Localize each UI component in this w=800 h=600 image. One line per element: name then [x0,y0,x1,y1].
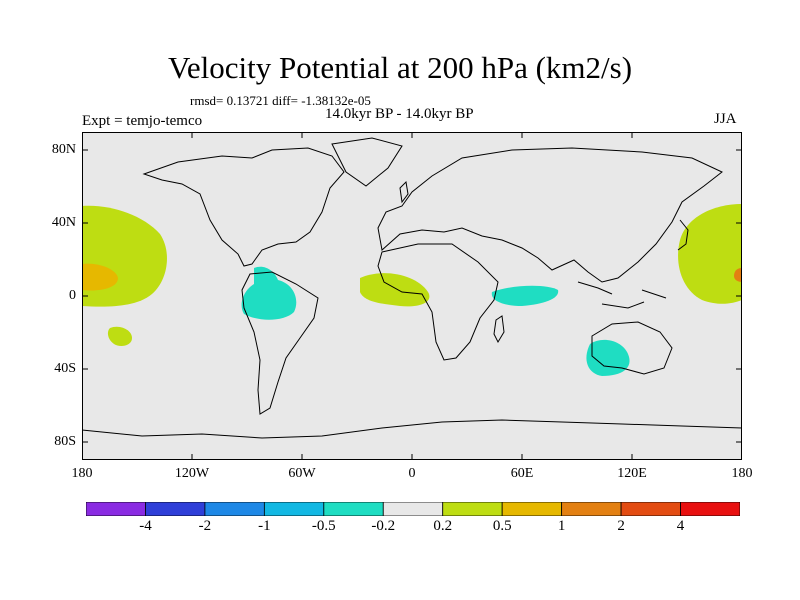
colorbar-label-1: -2 [198,518,212,534]
coastline-japan [677,219,689,251]
lat-label-eq: 0 [69,288,76,303]
coastline-uk [399,180,409,204]
plot-title: Velocity Potential at 200 hPa (km2/s) [167,50,633,85]
patch-pacific-small-positive [107,326,132,346]
colorbar-swatch-9 [620,502,681,516]
patch-south-america-negative [241,266,297,320]
anomaly-patches [82,204,742,376]
lon-label-120e: 120E [617,466,647,481]
period-subtitle: 14.0kyr BP - 14.0kyr BP [325,106,474,122]
coastline-antarctica [82,419,742,439]
lat-label-80n: 80N [51,142,76,157]
colorbar-label-2: -1 [258,518,271,534]
lon-label-180e: 180 [731,466,753,481]
lat-label-40s: 40S [54,361,76,376]
coastline-south-america [241,271,319,415]
colorbar-swatch-6 [442,502,503,516]
coastline-indonesia [577,281,667,309]
colorbar-swatch-0 [86,502,146,516]
coastline-greenland [331,137,403,187]
patch-indian-ocean-negative [491,285,559,306]
patch-pacific-west-strong [82,263,118,291]
patch-pacific-east-positive [678,204,742,304]
colorbar-label-3: -0.5 [311,518,336,534]
colorbar-swatch-8 [561,502,622,516]
experiment-label: Expt = temjo-temco [82,113,203,129]
colorbar-label-6: 0.5 [492,518,512,534]
colorbar-swatch-5 [382,502,444,516]
lat-label-80s: 80S [54,434,76,449]
coastline-eurasia [377,147,723,283]
colorbar-swatch-10 [680,502,740,516]
coastline-north-america [142,147,345,267]
colorbar-label-0: -4 [139,518,152,534]
colorbar-swatch-1 [145,502,206,516]
colorbar-label-7: 1 [557,518,566,534]
colorbar-label-9: 4 [676,518,685,534]
map-panel [82,132,742,460]
lat-ticks [82,149,742,443]
coastlines [82,137,742,439]
colorbar-swatch-2 [204,502,265,516]
colorbar-label-5: 0.2 [433,518,453,534]
colorbar-swatch-7 [501,502,563,516]
lon-label-180w: 180 [71,466,93,481]
colorbar-swatch-4 [323,502,384,516]
colorbar-label-4: -0.2 [371,518,396,534]
colorbar-label-8: 2 [617,518,625,534]
patch-atlantic-positive [360,273,430,307]
coastline-madagascar [493,315,505,344]
lon-label-60e: 60E [510,466,534,481]
lon-label-60w: 60W [288,466,316,481]
lon-label-120w: 120W [174,466,210,481]
lon-label-0: 0 [408,466,416,481]
lon-ticks [191,132,633,460]
patch-pacific-east-strong [734,268,742,282]
colorbar-swatch-3 [263,502,325,516]
lat-label-40n: 40N [51,215,76,230]
coastline-australia [591,321,673,375]
patch-australia-negative [586,339,630,376]
colorbar [86,502,740,516]
coastline-africa [377,243,499,361]
stats-subtitle: rmsd= 0.13721 diff= -1.38132e-05 [190,93,371,108]
season-label: JJA [714,111,737,127]
